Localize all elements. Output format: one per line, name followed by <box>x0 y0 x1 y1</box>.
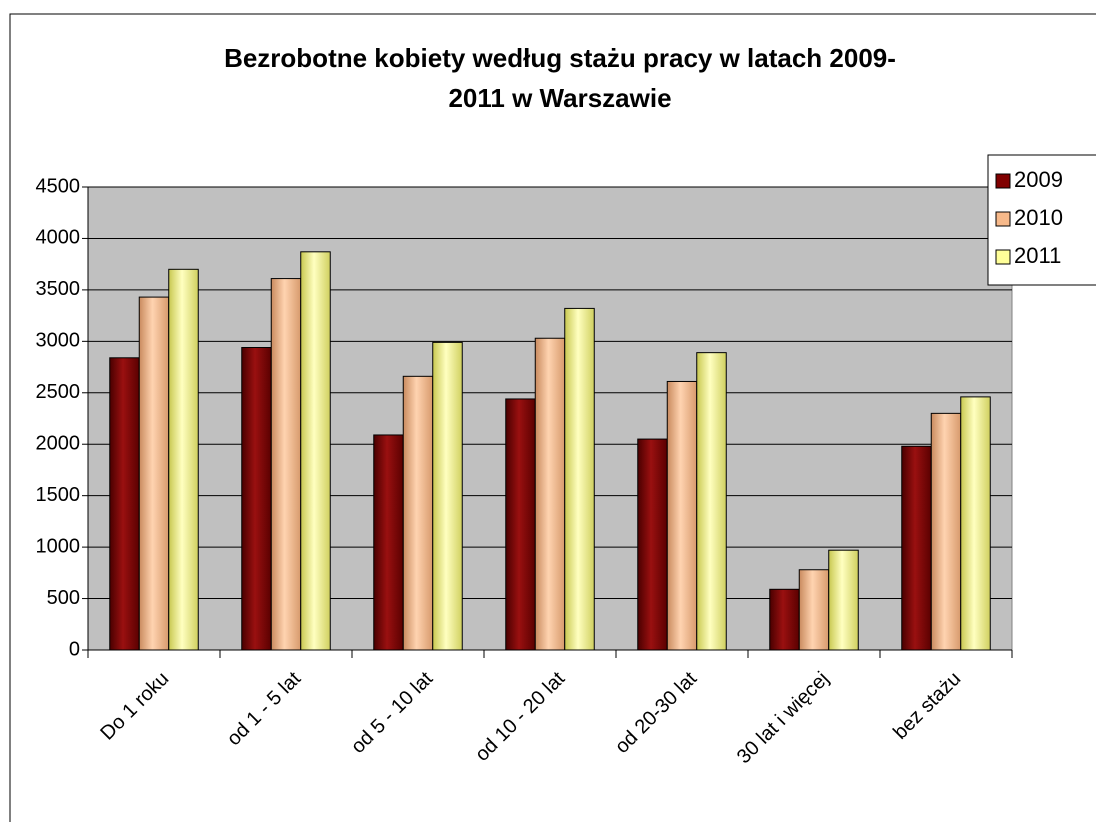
bar <box>666 380 698 651</box>
bar <box>828 549 859 651</box>
bar <box>637 438 668 651</box>
bar <box>270 278 302 651</box>
y-tick-label: 3500 <box>36 278 81 300</box>
legend-swatch <box>995 173 1011 189</box>
bar <box>505 398 536 651</box>
y-tick-label: 3000 <box>36 330 81 352</box>
chart-title: 2011 w Warszawie <box>448 83 671 113</box>
bar <box>373 434 404 651</box>
y-tick-label: 1000 <box>36 535 81 557</box>
y-tick-label: 4500 <box>36 175 81 197</box>
legend-swatch <box>995 211 1011 227</box>
bar <box>402 375 434 651</box>
y-tick-label: 4000 <box>36 227 81 249</box>
bar <box>534 337 566 651</box>
bar <box>930 412 962 651</box>
y-tick-label: 500 <box>47 587 80 609</box>
chart-title: Bezrobotne kobiety według stażu pracy w … <box>224 43 896 73</box>
bar <box>564 307 595 651</box>
legend-label: 2011 <box>1014 243 1061 268</box>
bar <box>696 352 727 651</box>
legend-label: 2010 <box>1014 205 1063 230</box>
y-tick-label: 1500 <box>36 484 81 506</box>
bar <box>769 588 800 651</box>
bar <box>138 296 170 651</box>
legend-swatch <box>995 249 1011 265</box>
bar <box>798 569 830 651</box>
y-tick-label: 0 <box>69 638 80 660</box>
bar <box>109 357 140 651</box>
bar <box>241 347 272 651</box>
bar <box>960 396 991 651</box>
bar <box>432 341 463 651</box>
y-tick-label: 2500 <box>36 381 81 403</box>
bar <box>901 445 932 651</box>
y-tick-label: 2000 <box>36 433 81 455</box>
bar <box>300 251 331 651</box>
bar <box>168 268 199 651</box>
legend-label: 2009 <box>1014 167 1063 192</box>
